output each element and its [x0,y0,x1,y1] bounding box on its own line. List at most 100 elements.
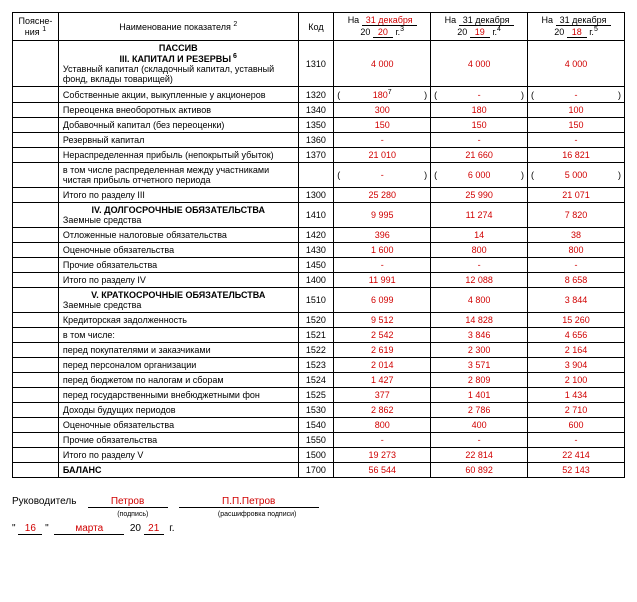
name-cell: в том числе: [58,328,298,343]
table-body: ПАССИВIII. КАПИТАЛ И РЕЗЕРВЫ 6Уставный к… [13,41,625,478]
value-cell: 25 280 [334,188,431,203]
signature-block: Руководитель Петров П.П.Петров (подпись)… [12,496,625,535]
code-cell: 1510 [298,288,334,313]
value-cell: 800 [528,243,625,258]
notes-cell [13,118,59,133]
code-cell: 1420 [298,228,334,243]
hdr-notes-sup: 1 [42,26,46,33]
value-cell: 377 [334,388,431,403]
hdr-yr-5: 18 [567,27,587,38]
value-cell: - [334,133,431,148]
table-row: Резервный капитал1360--- [13,133,625,148]
value-cell: 7 820 [528,203,625,228]
code-cell: 1300 [298,188,334,203]
table-row: Итого по разделу III130025 28025 99021 0… [13,188,625,203]
hdr-sup-3: 3 [400,26,404,33]
value-cell: (-) [334,163,431,188]
name-cell: Кредиторская задолженность [58,313,298,328]
notes-cell [13,41,59,87]
hdr-col3: На 31 декабря 20 20 г.3 [334,13,431,41]
table-row: Итого по разделу IV140011 99112 0888 658 [13,273,625,288]
notes-cell [13,448,59,463]
table-row: в том числе:15212 5423 8464 656 [13,328,625,343]
sig-sub: (подпись) [90,511,176,518]
hdr-day-3: 31 декабря [362,15,417,26]
hdr-notes-text: Поясне- ния [19,16,53,37]
name-cell: Оценочные обязательства [58,418,298,433]
value-cell: 11 274 [431,203,528,228]
name-cell: Отложенные налоговые обязательства [58,228,298,243]
name-cell: Резервный капитал [58,133,298,148]
value-cell: 60 892 [431,463,528,478]
notes-cell [13,463,59,478]
value-cell: 4 800 [431,288,528,313]
code-cell: 1450 [298,258,334,273]
section-cell: IV. ДОЛГОСРОЧНЫЕ ОБЯЗАТЕЛЬСТВАЗаемные ср… [58,203,298,228]
notes-cell [13,133,59,148]
value-cell: 4 656 [528,328,625,343]
hdr-name-text: Наименование показателя [119,22,231,32]
value-cell: 150 [528,118,625,133]
value-cell: 4 000 [431,41,528,87]
value-cell: 180 [431,103,528,118]
name-cell: Переоценка внеоборотных активов [58,103,298,118]
value-cell: 2 786 [431,403,528,418]
code-cell: 1540 [298,418,334,433]
table-row: Доходы будущих периодов15302 8622 7862 7… [13,403,625,418]
notes-cell [13,203,59,228]
hdr-on-5: На [542,15,554,25]
value-cell: 100 [528,103,625,118]
table-row: Итого по разделу V150019 27322 81422 414 [13,448,625,463]
value-cell: 3 846 [431,328,528,343]
table-row: Оценочные обязательства14301 600800800 [13,243,625,258]
value-cell: 6 099 [334,288,431,313]
name-cell: перед бюджетом по налогам и сборам [58,373,298,388]
value-cell: 15 260 [528,313,625,328]
notes-cell [13,188,59,203]
table-row: Оценочные обязательства1540800400600 [13,418,625,433]
section-cell: ПАССИВIII. КАПИТАЛ И РЕЗЕРВЫ 6Уставный к… [58,41,298,87]
table-row: Прочие обязательства1450--- [13,258,625,273]
hdr-pref-4: 20 [457,27,467,37]
hdr-on-4: На [445,15,457,25]
value-cell: 9 995 [334,203,431,228]
name-cell: перед государственными внебюджетными фон [58,388,298,403]
value-cell: 2 100 [528,373,625,388]
value-cell: 21 660 [431,148,528,163]
value-cell: 1 401 [431,388,528,403]
name-cell: БАЛАНС [58,463,298,478]
value-cell: (6 000) [431,163,528,188]
notes-cell [13,313,59,328]
notes-cell [13,403,59,418]
value-cell: 56 544 [334,463,431,478]
hdr-yr-4: 19 [470,27,490,38]
name-sub: (расшифровка подписи) [184,511,330,518]
value-cell: 2 014 [334,358,431,373]
balance-table: Поясне- ния 1 Наименование показателя 2 … [12,12,625,478]
code-cell: 1524 [298,373,334,388]
hdr-notes: Поясне- ния 1 [13,13,59,41]
value-cell: - [431,433,528,448]
hdr-day-5: 31 декабря [556,15,611,26]
table-row: Кредиторская задолженность15209 51214 82… [13,313,625,328]
q1: " [12,523,16,534]
notes-cell [13,358,59,373]
name-cell: Нераспределенная прибыль (непокрытый убы… [58,148,298,163]
value-cell: (5 000) [528,163,625,188]
name-value: П.П.Петров [179,496,319,508]
notes-cell [13,243,59,258]
hdr-day-4: 31 декабря [459,15,514,26]
value-cell: 396 [334,228,431,243]
name-cell: Собственные акции, выкупленные у акционе… [58,87,298,103]
sign-month: марта [54,523,124,535]
value-cell: 800 [334,418,431,433]
hdr-code: Код [298,13,334,41]
value-cell: 2 809 [431,373,528,388]
value-cell: 52 143 [528,463,625,478]
notes-cell [13,418,59,433]
value-cell: (-) [431,87,528,103]
value-cell: 800 [431,243,528,258]
value-cell: 150 [431,118,528,133]
value-cell: 2 619 [334,343,431,358]
code-cell: 1520 [298,313,334,328]
